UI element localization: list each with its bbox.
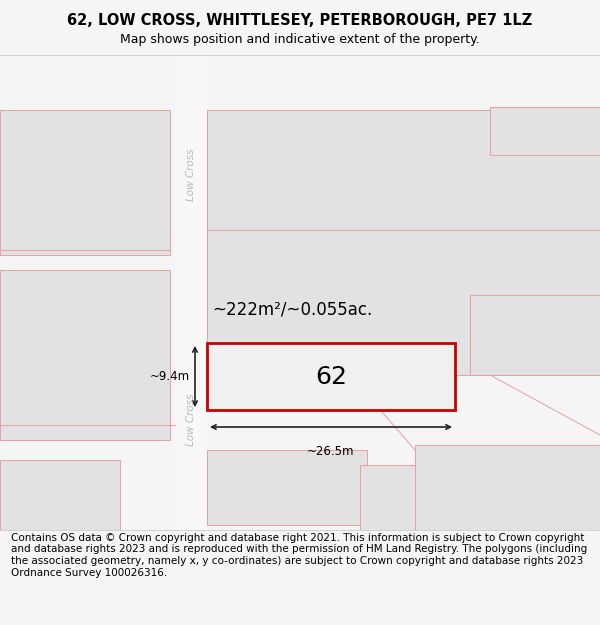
Text: Contains OS data © Crown copyright and database right 2021. This information is : Contains OS data © Crown copyright and d…	[11, 533, 587, 578]
Bar	[207, 230, 600, 375]
Text: 62: 62	[315, 364, 347, 389]
Bar	[0, 110, 170, 255]
Text: Map shows position and indicative extent of the property.: Map shows position and indicative extent…	[120, 33, 480, 46]
Text: 62, LOW CROSS, WHITTLESEY, PETERBOROUGH, PE7 1LZ: 62, LOW CROSS, WHITTLESEY, PETERBOROUGH,…	[67, 13, 533, 28]
Text: Low Cross: Low Cross	[186, 394, 196, 446]
Text: ~222m²/~0.055ac.: ~222m²/~0.055ac.	[212, 301, 372, 319]
Bar	[490, 107, 600, 155]
Bar	[360, 465, 515, 530]
Bar	[0, 270, 170, 440]
Text: Low Cross: Low Cross	[186, 149, 196, 201]
Text: ~26.5m: ~26.5m	[307, 445, 355, 458]
Bar	[207, 110, 600, 230]
Text: ~9.4m: ~9.4m	[150, 369, 190, 382]
Bar	[470, 295, 600, 375]
Bar	[0, 460, 120, 530]
Bar	[207, 343, 455, 410]
Bar	[207, 450, 367, 525]
Bar	[415, 445, 600, 530]
Bar	[175, 55, 207, 530]
